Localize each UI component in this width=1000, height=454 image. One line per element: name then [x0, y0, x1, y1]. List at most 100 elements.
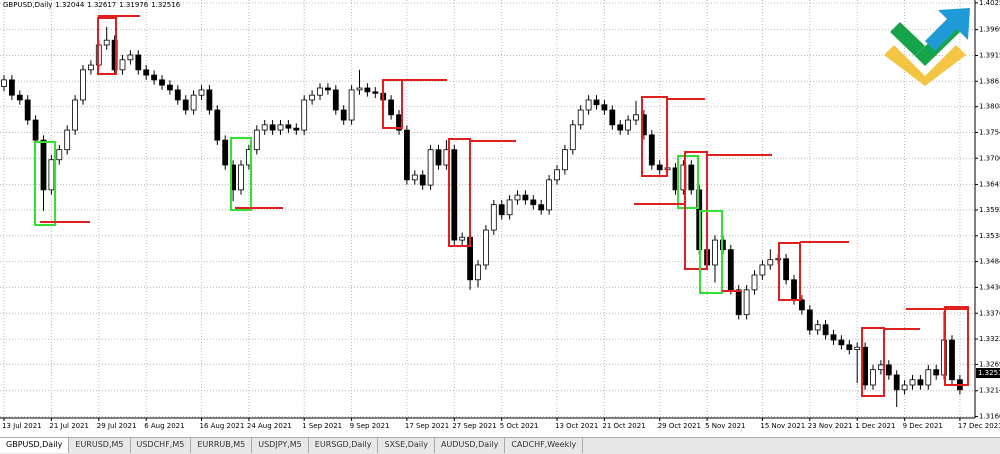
x-tick-label: 27 Sep 2021 [452, 422, 496, 430]
candle-body [783, 258, 789, 281]
candle-body [806, 309, 813, 331]
candle-body [569, 124, 576, 151]
chart-tab[interactable]: AUDUSD,Daily [435, 438, 506, 453]
candle-body [577, 109, 584, 126]
red-box [778, 242, 801, 301]
chart-tab[interactable]: EURRUB,M5 [191, 438, 253, 453]
red-box [448, 138, 471, 247]
y-tick-label: 1.3808 [979, 103, 1000, 111]
candle-body [601, 104, 608, 111]
candle-body [135, 54, 142, 71]
chart-tab[interactable]: USDCHF,M5 [131, 438, 192, 453]
x-tick-label: 21 Jul 2021 [49, 422, 89, 430]
candle-body [885, 364, 892, 376]
x-tick-label: 9 Sep 2021 [350, 422, 390, 430]
x-tick-label: 17 Sep 2021 [405, 422, 449, 430]
candle-body [506, 199, 513, 216]
chart-tab[interactable]: GBPUSD,Daily [0, 438, 70, 453]
candle-body [206, 89, 213, 111]
chart-tab[interactable]: CADCHF,Weekly [505, 438, 584, 453]
y-tick-label: 1.3160 [979, 413, 1000, 421]
x-tick-label: 9 Dec 2021 [903, 422, 943, 430]
header-high: 1.32617 [87, 1, 117, 9]
y-tick-label: 1.3754 [979, 128, 1000, 136]
candle-body [16, 94, 23, 101]
candle-body [72, 99, 78, 131]
green-box [677, 155, 699, 209]
y-tick-label: 1.3430 [979, 283, 1000, 291]
candle-body [127, 54, 134, 61]
candle-body [269, 124, 276, 131]
candle-body [633, 114, 639, 121]
y-tick-label: 1.3915 [979, 51, 1000, 59]
y-tick-label: 1.3969 [979, 26, 1000, 34]
candle-body [538, 204, 545, 211]
candle-body [324, 87, 331, 91]
candle-body [435, 149, 442, 166]
last-price-label: 1.3251 [978, 369, 1000, 377]
chart-header: GBPUSD,Daily 1.32044 1.32617 1.31976 1.32516 [3, 1, 183, 9]
candle-body [40, 139, 47, 191]
y-tick-label: 1.3376 [979, 309, 1000, 317]
price-axis-bg [975, 0, 1000, 418]
red-box [861, 327, 885, 397]
candle-body [909, 379, 916, 386]
candle-body [791, 279, 797, 301]
candle-body [490, 204, 497, 231]
candle-body [403, 129, 410, 181]
candle-body [166, 84, 173, 91]
candle-body [917, 379, 924, 386]
candle-body [80, 69, 86, 101]
red-box [641, 96, 668, 177]
x-tick-label: 13 Oct 2021 [555, 422, 598, 430]
candle-body [933, 369, 940, 376]
candle-body [238, 164, 244, 191]
candle-body [656, 164, 663, 171]
red-box [97, 17, 117, 75]
candle-body [846, 344, 853, 351]
candle-body [593, 99, 600, 106]
candle-body [893, 374, 900, 391]
x-tick-label: 13 Jul 2021 [2, 422, 42, 430]
y-tick-label: 1.3645 [979, 181, 1000, 189]
candle-body [174, 89, 181, 101]
chart-tab[interactable]: EURSGD,Daily [309, 438, 379, 453]
y-tick-label: 1.3592 [979, 206, 1000, 214]
y-tick-label: 1.3484 [979, 258, 1000, 266]
chart-tab[interactable]: EURUSD,M5 [69, 438, 131, 453]
candle-body [427, 149, 434, 186]
x-tick-label: 24 Aug 2021 [247, 422, 292, 430]
candle-body [648, 134, 655, 166]
candle-body [356, 87, 363, 91]
x-tick-label: 1 Sep 2021 [302, 422, 342, 430]
y-tick-label: 1.3538 [979, 232, 1000, 240]
x-tick-label: 16 Aug 2021 [200, 422, 245, 430]
candle-body [364, 87, 371, 93]
chart-tab[interactable]: USDJPY,M5 [252, 438, 309, 453]
candle-body [388, 99, 395, 116]
candle-body [609, 109, 616, 126]
candle-body [372, 91, 379, 94]
candle-body [767, 259, 774, 266]
last-price-box [976, 368, 1000, 379]
chart-tab[interactable]: SXSE,Daily [378, 438, 435, 453]
candle-body [24, 99, 31, 121]
candle-body [190, 94, 197, 111]
candle-body [901, 384, 908, 391]
x-tick-label: 29 Oct 2021 [658, 422, 701, 430]
x-tick-label: 5 Nov 2021 [705, 422, 745, 430]
x-tick-label: 1 Dec 2021 [855, 422, 895, 430]
candle-body [32, 119, 39, 141]
candle-body [830, 334, 837, 341]
candle-body [925, 369, 932, 386]
y-tick-label: 1.3700 [979, 154, 1000, 162]
candle-body [862, 346, 868, 386]
candle-body [459, 236, 466, 241]
candle-body [735, 289, 742, 316]
candle-body [214, 109, 221, 141]
candle-body [688, 164, 695, 191]
annotations [34, 15, 969, 397]
x-tick-label: 29 Jul 2021 [97, 422, 137, 430]
